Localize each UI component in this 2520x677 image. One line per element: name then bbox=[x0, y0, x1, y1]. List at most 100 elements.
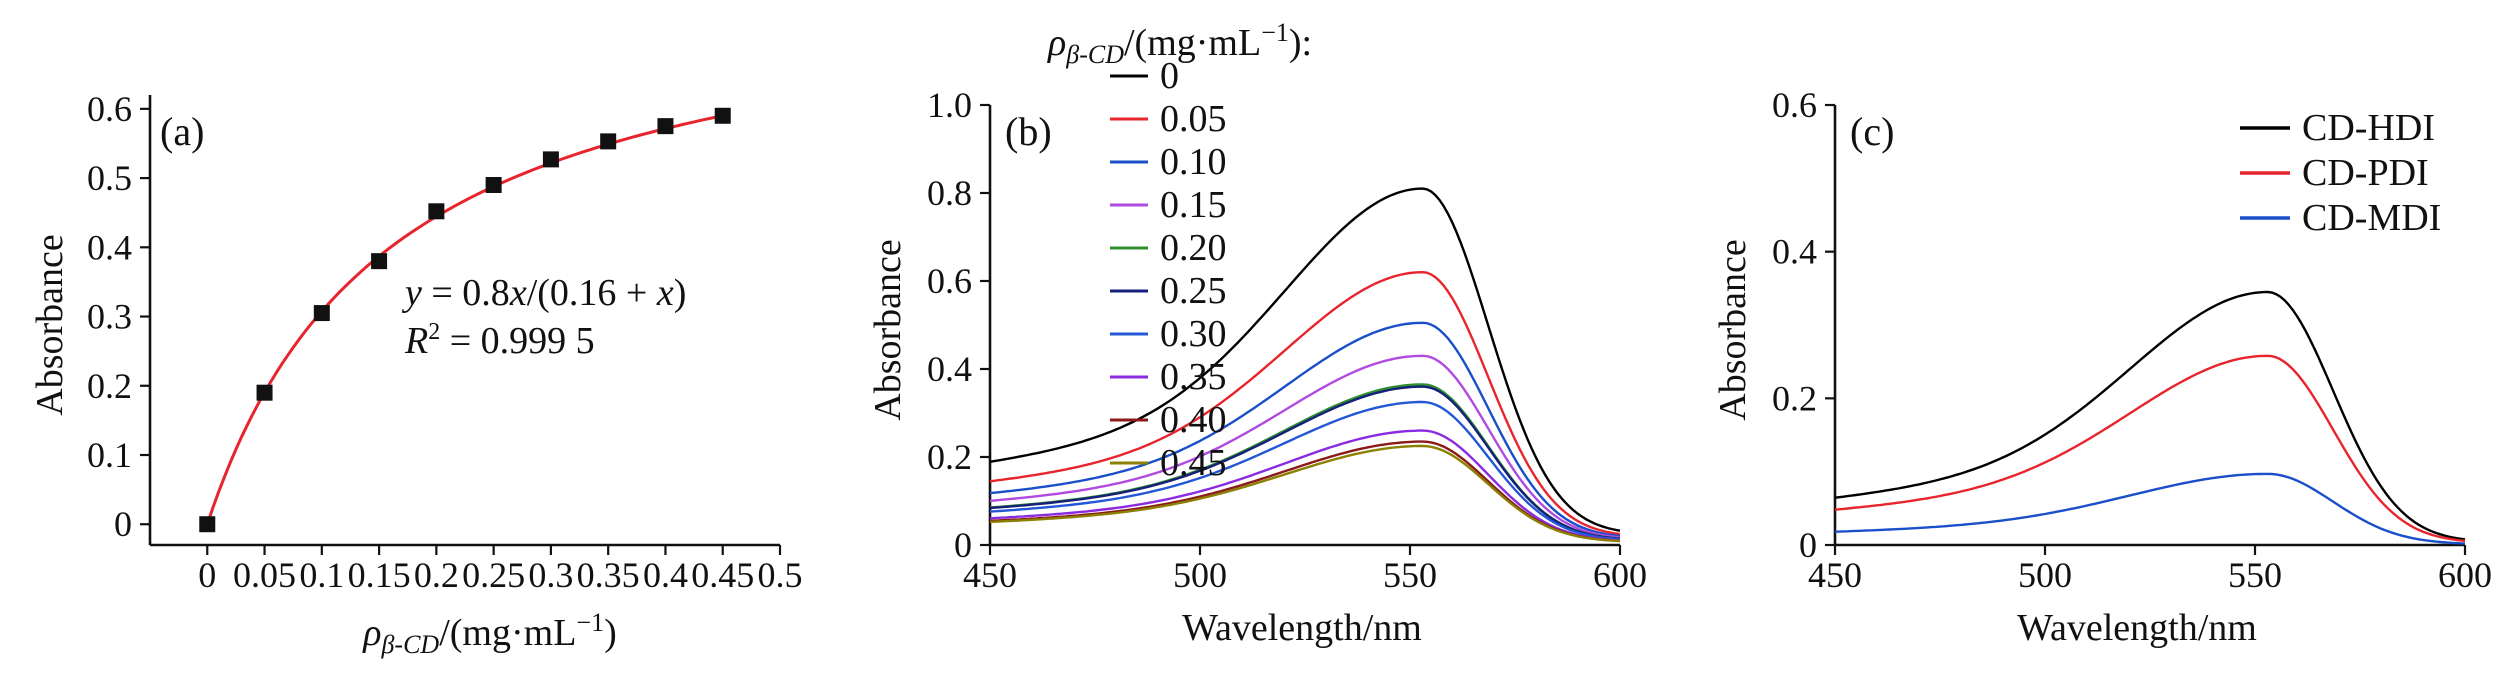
panel-a-x-tick-label: 0.35 bbox=[577, 555, 640, 595]
panel-c-spectra-chart: 450 500 550 600 0 0.2 0.4 0.6 CD-HDICD-PDICD-MDI… bbox=[1712, 85, 2492, 649]
panel-a-r-squared: R2 = 0.999 5 bbox=[404, 319, 595, 362]
panel-c-y-tick-label: 0.2 bbox=[1772, 378, 1817, 418]
panel-a-x-tick-label: 0.05 bbox=[233, 555, 296, 595]
panel-b-y-tick-label: 1.0 bbox=[927, 85, 972, 125]
panel-b-series-line bbox=[989, 187, 1621, 532]
panel-b-x-tick-label: 450 bbox=[963, 555, 1017, 595]
eq-x1: x bbox=[509, 272, 527, 314]
panel-a-x-tick-label: 0.1 bbox=[299, 555, 344, 595]
legend-title-exp: −1 bbox=[1261, 18, 1289, 47]
panel-b-series-line bbox=[989, 354, 1621, 539]
panel-a-y-tick-label: 0.6 bbox=[87, 89, 132, 129]
eq-mid: = 0.8 bbox=[422, 272, 510, 314]
r2-value: = 0.999 5 bbox=[440, 320, 594, 362]
legend-title-close: ): bbox=[1289, 22, 1312, 64]
panel-b-legend-label: 0.15 bbox=[1160, 184, 1227, 226]
panel-b-x-axis-label: Wavelength/nm bbox=[1182, 607, 1422, 649]
panel-c-y-tick-label: 0.4 bbox=[1772, 232, 1817, 272]
panel-b-legend-label: 0.20 bbox=[1160, 227, 1227, 269]
panel-a-x-tick-label: 0 bbox=[198, 555, 216, 595]
panel-b-spectra-chart: 450 500 550 60000.20.40.60.81.000.050.100.1… bbox=[867, 18, 1647, 649]
panel-a-x-close: ) bbox=[604, 612, 617, 654]
panel-a-y-tick-label: 0 bbox=[114, 504, 132, 544]
panel-b-series-line bbox=[989, 444, 1621, 543]
panel-a-x-tick-label: 0.5 bbox=[758, 555, 803, 595]
r2-sup: 2 bbox=[428, 319, 440, 345]
panel-a-x-tick-label: 0.2 bbox=[414, 555, 459, 595]
panel-a-data-point bbox=[256, 384, 273, 401]
panel-c-x-axis-label: Wavelength/nm bbox=[2017, 607, 2257, 649]
panel-a-y-axis-label: Absorbance bbox=[29, 234, 71, 415]
panel-c-legend-label: CD-PDI bbox=[2302, 152, 2429, 194]
panel-b-series-line bbox=[989, 429, 1621, 542]
panel-a-data-point bbox=[485, 177, 502, 193]
panel-a-x-tick-label: 0.15 bbox=[348, 555, 411, 595]
legend-title-subscript: β-CD bbox=[1065, 40, 1124, 69]
panel-b-series-line bbox=[989, 440, 1621, 543]
panel-a-fit-curve bbox=[205, 114, 724, 525]
panel-a-y-tick-label: 0.5 bbox=[87, 158, 132, 198]
panel-b-y-axis-label: Absorbance bbox=[867, 239, 909, 420]
panel-b-series-line bbox=[989, 400, 1621, 541]
panel-a-y-tick-label: 0.4 bbox=[87, 227, 132, 267]
panel-c-x-tick-label: 500 bbox=[2018, 555, 2072, 595]
panel-c-series-line bbox=[1834, 290, 2466, 541]
panel-a-x-axis-label: ρβ-CD/(mg·mL−1) bbox=[362, 608, 617, 659]
panel-a-y-tick-label: 0.1 bbox=[87, 435, 132, 475]
legend-title-unit: /(mg·mL bbox=[1124, 22, 1261, 64]
panel-b-legend-label: 0.45 bbox=[1160, 442, 1227, 484]
eq-y: y bbox=[401, 272, 422, 314]
panel-c-y-tick-label: 0.6 bbox=[1772, 85, 1817, 125]
panel-c-series-line bbox=[1834, 472, 2466, 545]
eq-mid2: /(0.16 + bbox=[527, 272, 657, 314]
panel-b-legend-label: 0.10 bbox=[1160, 141, 1227, 183]
panel-b-legend-title: ρβ-CD/(mg·mL−1): bbox=[1047, 18, 1312, 69]
panel-a-data-point bbox=[313, 305, 330, 322]
panel-b-legend-label: 0.40 bbox=[1160, 399, 1227, 441]
panel-a-x-unit: /(mg·mL bbox=[439, 612, 576, 654]
panel-c-y-axis-label: Absorbance bbox=[1712, 239, 1754, 420]
panel-a-x-subscript: β-CD bbox=[380, 630, 439, 659]
panel-b-x-tick-label: 500 bbox=[1173, 555, 1227, 595]
panel-c-legend-label: CD-MDI bbox=[2302, 197, 2441, 239]
eq-end: ) bbox=[674, 272, 687, 314]
panel-a-calibration-chart: 0 0.05 0.1 0.15 0.2 0.25 0.3 0.35 0.4 0.45 0.500.1… bbox=[29, 89, 803, 659]
panel-b-legend-label: 0.30 bbox=[1160, 313, 1227, 355]
panel-b-y-tick-label: 0.4 bbox=[927, 349, 972, 389]
panel-a-x-tick-label: 0.45 bbox=[691, 555, 754, 595]
panel-c-series-line bbox=[1834, 354, 2466, 542]
panel-a-x-exp: −1 bbox=[576, 608, 604, 637]
panel-a-x-tick-label: 0.4 bbox=[643, 555, 688, 595]
panel-a-data-point bbox=[428, 203, 445, 220]
panel-a-data-point bbox=[371, 253, 388, 270]
panel-b-legend-label: 0.05 bbox=[1160, 98, 1227, 140]
panel-b-legend-label: 0 bbox=[1160, 55, 1179, 97]
panel-c-x-tick-label: 450 bbox=[1808, 555, 1862, 595]
panel-a-x-symbol: ρ bbox=[362, 612, 381, 654]
panel-c-label: (c) bbox=[1850, 109, 1894, 154]
legend-title-symbol: ρ bbox=[1047, 22, 1066, 64]
panel-a-y-tick-label: 0.2 bbox=[87, 366, 132, 406]
panel-a-data-point bbox=[657, 118, 674, 135]
panel-a-data-point bbox=[714, 107, 731, 124]
panel-a-data-point bbox=[600, 133, 617, 150]
panel-b-y-tick-label: 0.8 bbox=[927, 173, 972, 213]
panel-a-data-point bbox=[199, 516, 216, 533]
r2-r: R bbox=[404, 320, 428, 362]
panel-b-legend-label: 0.35 bbox=[1160, 356, 1227, 398]
eq-x2: x bbox=[656, 272, 674, 314]
panel-b-series-line bbox=[989, 385, 1621, 540]
panel-b-legend-label: 0.25 bbox=[1160, 270, 1227, 312]
panel-b-series-line bbox=[989, 321, 1621, 538]
panel-b-x-tick-label: 550 bbox=[1383, 555, 1437, 595]
panel-b-y-tick-label: 0 bbox=[954, 525, 972, 565]
panel-b-y-tick-label: 0.6 bbox=[927, 261, 972, 301]
panel-c-legend-label: CD-HDI bbox=[2302, 107, 2435, 149]
panel-b-y-tick-label: 0.2 bbox=[927, 437, 972, 477]
panel-c-x-tick-label: 600 bbox=[2438, 555, 2492, 595]
panel-c-x-tick-label: 550 bbox=[2228, 555, 2282, 595]
panel-a-x-tick-label: 0.25 bbox=[462, 555, 525, 595]
panel-a-x-tick-label: 0.3 bbox=[528, 555, 573, 595]
panel-b-series-line bbox=[989, 270, 1621, 536]
